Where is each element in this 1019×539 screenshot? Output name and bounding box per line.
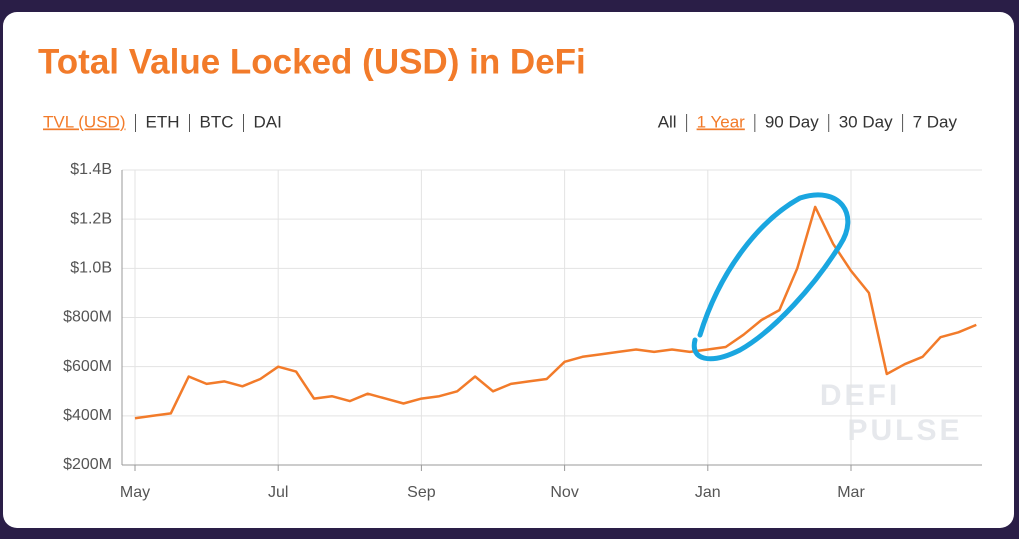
highlight-circle <box>691 192 851 362</box>
watermark: PULSE <box>847 414 962 447</box>
tab[interactable]: DAI <box>254 112 282 131</box>
y-tick-label: $800M <box>63 309 112 326</box>
tab[interactable]: 1 Year <box>697 112 746 131</box>
x-tick-label: Jan <box>695 484 721 501</box>
y-tick-label: $600M <box>63 358 112 375</box>
tab[interactable]: 30 Day <box>839 112 893 131</box>
y-tick-label: $1.4B <box>70 161 112 178</box>
y-tick-label: $200M <box>63 456 112 473</box>
tab[interactable]: TVL (USD) <box>43 112 126 131</box>
tab[interactable]: ETH <box>146 112 180 131</box>
tab[interactable]: 7 Day <box>913 112 958 131</box>
x-tick-label: May <box>120 484 150 501</box>
x-tick-label: Jul <box>268 484 288 501</box>
x-tick-label: Mar <box>837 484 865 501</box>
tab[interactable]: All <box>658 112 677 131</box>
card <box>3 12 1014 528</box>
tab[interactable]: BTC <box>200 112 234 131</box>
y-tick-label: $1.2B <box>70 210 112 227</box>
y-tick-label: $400M <box>63 407 112 424</box>
watermark: DEFI <box>820 379 900 412</box>
x-tick-label: Nov <box>550 484 578 501</box>
tab[interactable]: 90 Day <box>765 112 819 131</box>
y-tick-label: $1.0B <box>70 260 112 277</box>
x-tick-label: Sep <box>407 484 436 501</box>
chart-title: Total Value Locked (USD) in DeFi <box>38 42 586 81</box>
